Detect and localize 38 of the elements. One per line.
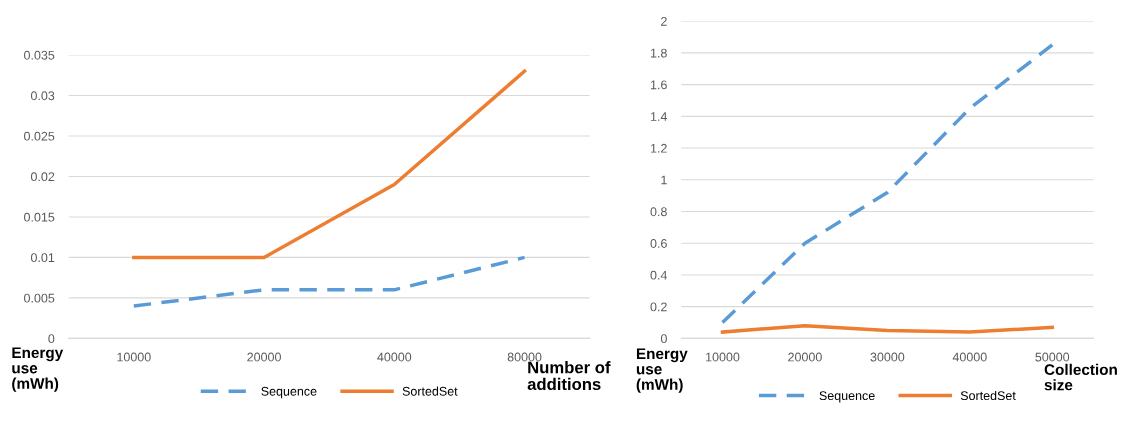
y-tick-label: 1 xyxy=(661,175,667,185)
x-axis-title: Collection size xyxy=(1044,363,1117,391)
x-tick-label: 80000 xyxy=(507,352,542,362)
y-tick-label: 0.03 xyxy=(30,91,55,101)
legend-label: Sequence xyxy=(819,391,875,403)
y-tick-label: 0 xyxy=(48,334,55,344)
y-tick-label: 0.2 xyxy=(650,302,667,312)
legend-label: SortedSet xyxy=(402,386,458,396)
x-tick-label: 40000 xyxy=(377,352,412,362)
y-tick-label: 0 xyxy=(660,334,667,344)
y-tick-label: 0.4 xyxy=(650,270,668,280)
x-axis-title: Number of additions xyxy=(527,361,611,391)
line-series xyxy=(720,43,1054,325)
y-tick-label: 0.02 xyxy=(30,172,55,182)
y-tick-label: 0.6 xyxy=(650,239,667,248)
legend-label: Sequence xyxy=(261,386,317,399)
x-tick-label: 10000 xyxy=(117,352,151,362)
y-tick-label: 0.025 xyxy=(24,131,55,141)
y-tick-label: 1.6 xyxy=(650,80,667,90)
y-tick-label: 0.01 xyxy=(30,253,55,263)
legend-label: SortedSet xyxy=(960,390,1016,401)
y-tick-label: 1.2 xyxy=(650,143,667,153)
y-tick-label: 0.005 xyxy=(24,293,55,303)
y-tick-label: 0.035 xyxy=(24,50,55,60)
y-tick-label: 1.8 xyxy=(650,48,667,58)
x-tick-label: 20000 xyxy=(247,352,281,362)
x-tick-label: 30000 xyxy=(870,352,905,362)
y-tick-label: 0.015 xyxy=(24,212,55,222)
y-axis-title: Energy use (mWh) xyxy=(636,348,688,393)
x-tick-label: 20000 xyxy=(788,352,822,362)
x-tick-label: 40000 xyxy=(952,352,987,362)
y-tick-label: 1.4 xyxy=(650,112,668,121)
line-series xyxy=(720,323,1054,334)
y-axis-title: Energy use (mWh) xyxy=(12,347,64,392)
x-tick-label: 10000 xyxy=(706,352,740,362)
y-tick-label: 2 xyxy=(661,16,667,26)
y-tick-label: 0.8 xyxy=(650,207,667,217)
x-tick-label: 50000 xyxy=(1035,352,1070,362)
